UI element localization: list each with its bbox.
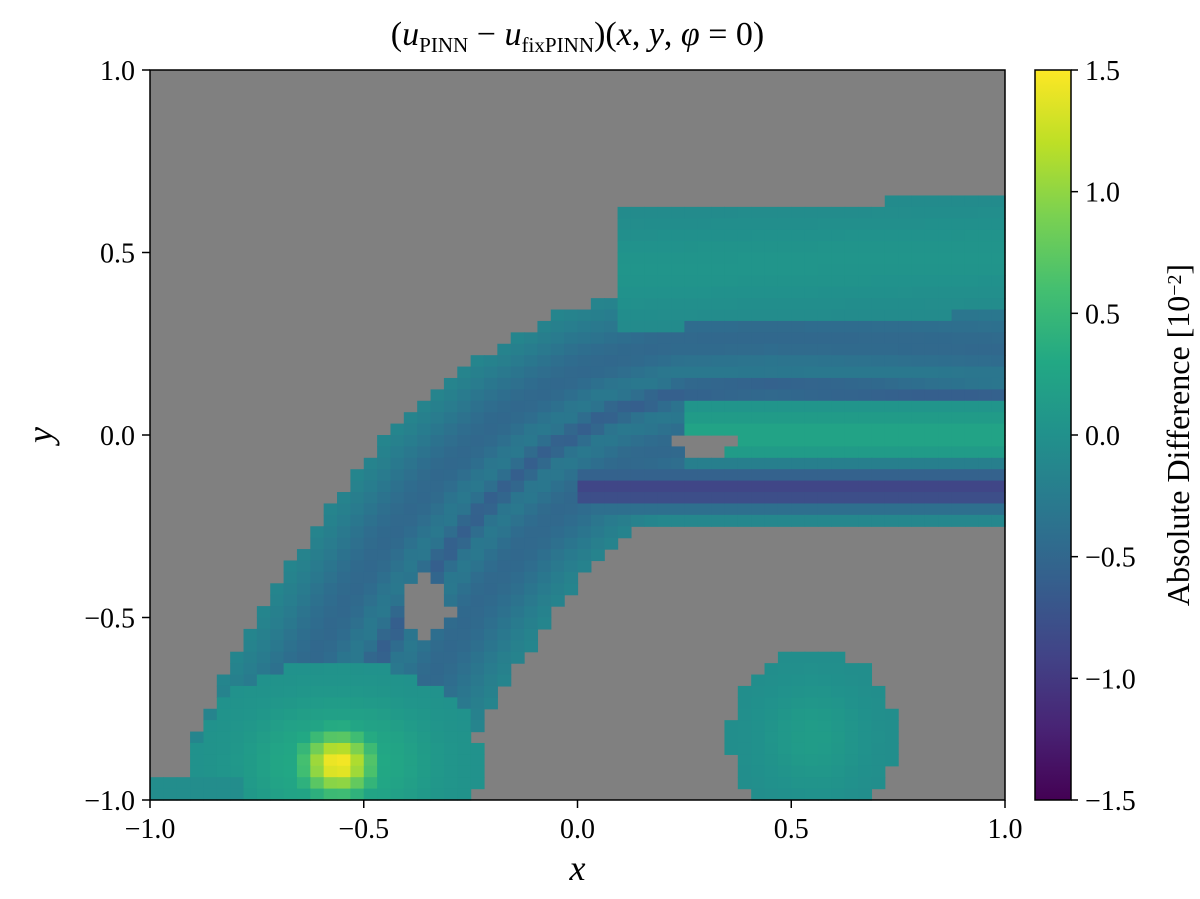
y-tick-label: 0.5	[100, 239, 135, 270]
colorbar-tick-label: 1.0	[1085, 178, 1120, 209]
colorbar-tick-label: −0.5	[1085, 543, 1136, 574]
x-axis-label: x	[569, 848, 586, 888]
x-tick-label: −1.0	[125, 814, 176, 845]
colorbar	[1035, 70, 1071, 800]
x-tick-label: 0.0	[560, 814, 595, 845]
heatmap-svg: −1.0 −0.5 0.0 0.5 1.0 x −1.0 −0.5 0.0 0.5 1.0 y (uPI…	[0, 0, 1200, 899]
colorbar-tick-label: 0.5	[1085, 299, 1120, 330]
colorbar-tick-label: 0.0	[1085, 421, 1120, 452]
y-tick-label: 1.0	[100, 56, 135, 87]
colorbar-tick-label: −1.5	[1085, 786, 1136, 817]
colorbar-label: Absolute Difference [10−2]	[1160, 264, 1196, 606]
colorbar-tick-label: 1.5	[1085, 56, 1120, 87]
x-tick-label: 1.0	[988, 814, 1023, 845]
plot-title: (uPINN − ufixPINN)(x, y, φ = 0)	[391, 16, 764, 57]
y-tick-label: −0.5	[84, 604, 135, 635]
colorbar-tick-label: −1.0	[1085, 664, 1136, 695]
y-tick-label: 0.0	[100, 421, 135, 452]
y-axis-label: y	[20, 427, 60, 446]
chart-container: −1.0 −0.5 0.0 0.5 1.0 x −1.0 −0.5 0.0 0.5 1.0 y (uPI…	[0, 0, 1200, 899]
x-tick-label: −0.5	[338, 814, 389, 845]
y-tick-label: −1.0	[84, 786, 135, 817]
x-tick-label: 0.5	[774, 814, 809, 845]
